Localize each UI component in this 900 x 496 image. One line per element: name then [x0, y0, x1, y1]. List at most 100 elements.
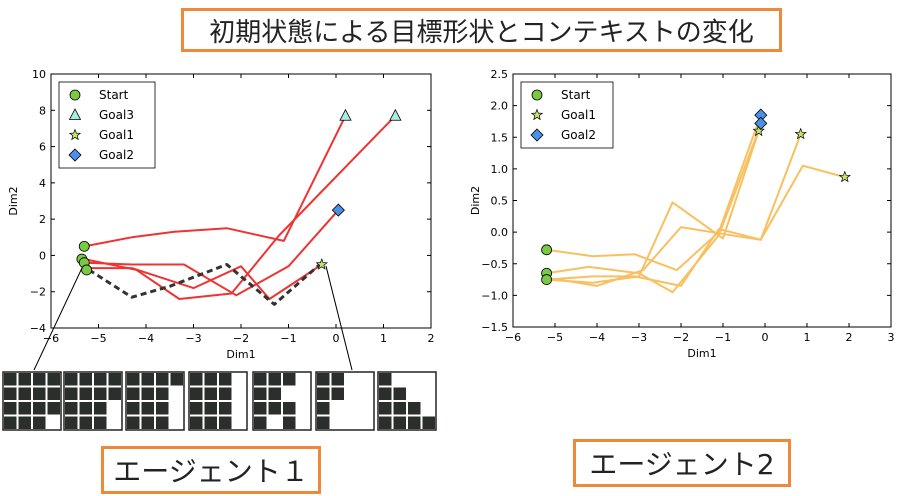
state-grid-cell: [408, 416, 421, 429]
state-grid-cell: [127, 387, 140, 400]
chart1-start-point-4: [81, 264, 93, 276]
state-grid-cell: [79, 387, 92, 400]
state-grid-cell: [18, 402, 31, 415]
chart2: −6 −5 −4 −3 −2 −1 0 1 2 3 −1.5 −1.0 −0.5 0.0 0.5 1.0 1.5…: [469, 68, 895, 360]
chart1-ytick-label: 10: [32, 68, 46, 81]
state-grid-cell: [393, 402, 406, 415]
chart1-legend-label-goal2: Goal2: [99, 148, 134, 162]
chart1-ytick-label: 6: [39, 141, 46, 154]
state-grid-cell: [204, 387, 217, 400]
state-grid-cell: [94, 416, 107, 429]
state-grid-cell: [379, 387, 392, 400]
state-grid-cell: [268, 402, 281, 415]
chart2-legend-marker-goal1: [530, 108, 544, 121]
state-grid-cell: [108, 373, 121, 386]
state-grid-cell: [379, 402, 392, 415]
state-grid-cell: [65, 387, 78, 400]
state-grid-cell: [331, 387, 344, 400]
chart2-series-line-4: [546, 133, 802, 287]
chart1-legend-marker-goal3: [68, 108, 82, 120]
chart1-start-point-1: [78, 240, 90, 252]
state-grid-cell: [254, 416, 267, 429]
state-grid-cell: [317, 416, 330, 429]
state-grid-cell: [219, 373, 232, 386]
chart1-ytick-label: −2: [30, 286, 46, 299]
chart2-ytick-label: 2.0: [491, 100, 509, 113]
state-grid-cell: [156, 387, 169, 400]
chart2-legend-label-goal2: Goal2: [561, 128, 596, 142]
state-grid-cell: [33, 402, 46, 415]
chart2-ytick-label: −1.0: [481, 289, 508, 302]
state-grid-cell: [108, 387, 121, 400]
state-grid-cell: [379, 416, 392, 429]
chart2-goal1-point-2: [794, 127, 807, 140]
state-grid-cell: [94, 402, 107, 415]
chart1-ytick-label: 8: [39, 104, 46, 117]
chart2-goal2-point-2: [754, 116, 768, 130]
state-grid-cell: [33, 373, 46, 386]
chart1-xtick-label: 2: [428, 332, 435, 345]
state-grid-cell: [190, 373, 203, 386]
state-grid-cell: [18, 387, 31, 400]
chart2-xtick-label: −5: [547, 331, 563, 344]
state-grid-cell: [268, 387, 281, 400]
slide-title: 初期状態による目標形状とコンテキストの変化: [181, 8, 782, 52]
agent2-label: エージェント2: [573, 439, 791, 487]
chart1-xtick-label: −4: [138, 332, 154, 345]
state-grid-cell: [190, 387, 203, 400]
state-grid-cell: [141, 373, 154, 386]
state-grid-cell: [127, 373, 140, 386]
state-grid-cell: [47, 373, 60, 386]
state-grid-cell: [393, 416, 406, 429]
state-grid-cell: [94, 373, 107, 386]
chart1-goal1-point-1: [315, 258, 328, 270]
chart1-ytick-label: 4: [39, 177, 46, 190]
agent1-label: エージェント１: [101, 446, 321, 494]
chart1: −6 −5 −4 −3 −2 −1 0 1 2−4−20246810Dim1Dim2StartG…: [7, 68, 435, 361]
chart1-xtick-label: −1: [280, 332, 296, 345]
state-grid-cell: [4, 373, 17, 386]
state-grid-cell: [317, 402, 330, 415]
state-grid-cell: [47, 387, 60, 400]
state-grid-cell: [408, 402, 421, 415]
state-grid-1: [2, 371, 62, 431]
state-grid-cell: [141, 387, 154, 400]
chart2-xtick-label: −6: [505, 331, 521, 344]
state-grid-cell: [156, 373, 169, 386]
state-grid-cell: [317, 373, 330, 386]
state-grid-cell: [422, 416, 435, 429]
chart2-legend-marker-goal2: [530, 128, 544, 142]
chart2-goal1-point-1: [752, 124, 765, 137]
chart2-ytick-label: 0.5: [491, 195, 509, 208]
chart2-xtick-label: −2: [673, 331, 689, 344]
chart2-xtick-label: −4: [589, 331, 605, 344]
chart2-start-point-3: [541, 274, 552, 285]
state-grid-2: [63, 371, 123, 431]
state-grid-cell: [4, 387, 17, 400]
state-grid-cell: [141, 416, 154, 429]
state-grid-cell: [141, 402, 154, 415]
chart2-goal1-point-3: [838, 170, 851, 183]
start-pointer-line: [33, 267, 83, 371]
chart2-xtick-label: −1: [715, 331, 731, 344]
state-grid-cell: [18, 416, 31, 429]
chart1-legend-marker-goal2: [68, 148, 82, 162]
state-grid-cell: [283, 373, 296, 386]
state-grid-3: [125, 371, 185, 431]
chart2-ytick-label: 1.0: [491, 163, 509, 176]
chart1-goal3-point-1: [339, 108, 352, 121]
state-grid-cell: [254, 373, 267, 386]
chart2-xtick-label: 1: [804, 331, 811, 344]
state-grid-cell: [254, 387, 267, 400]
state-grid-cell: [33, 387, 46, 400]
chart1-legend-label-goal3: Goal3: [99, 108, 134, 122]
state-grid-7: [377, 371, 437, 431]
chart2-ytick-label: 2.5: [491, 68, 509, 81]
state-grid-cell: [94, 387, 107, 400]
chart2-xtick-label: 2: [846, 331, 853, 344]
state-grid-cell: [204, 402, 217, 415]
chart1-ytick-label: 2: [39, 213, 46, 226]
state-grid-cell: [219, 387, 232, 400]
chart2-ytick-label: 1.5: [491, 131, 509, 144]
